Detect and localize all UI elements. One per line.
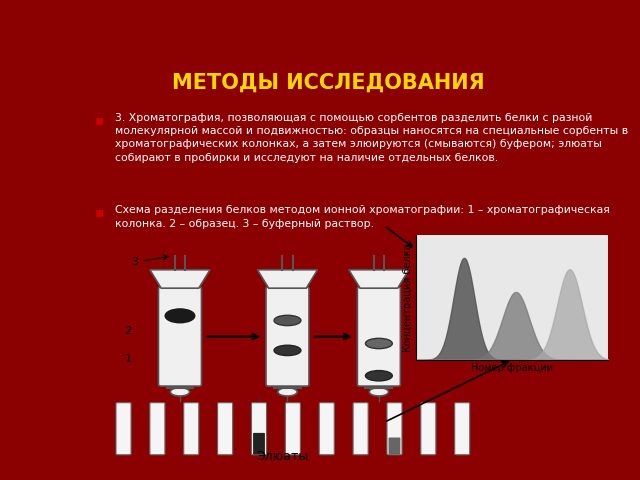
Ellipse shape [365, 371, 392, 381]
Text: 3: 3 [132, 255, 168, 267]
FancyBboxPatch shape [218, 403, 233, 455]
FancyBboxPatch shape [388, 437, 401, 455]
Polygon shape [349, 270, 409, 288]
Polygon shape [150, 270, 210, 288]
FancyBboxPatch shape [353, 403, 368, 455]
Ellipse shape [165, 309, 195, 323]
FancyBboxPatch shape [150, 403, 165, 455]
Ellipse shape [365, 338, 392, 348]
Text: ▪: ▪ [95, 205, 104, 219]
Ellipse shape [274, 315, 301, 325]
FancyBboxPatch shape [387, 403, 402, 455]
Polygon shape [257, 270, 317, 288]
FancyBboxPatch shape [252, 403, 266, 455]
Text: 1: 1 [125, 354, 132, 364]
Circle shape [278, 388, 297, 396]
Text: МЕТОДЫ ИССЛЕДОВАНИЯ: МЕТОДЫ ИССЛЕДОВАНИЯ [172, 72, 484, 92]
FancyBboxPatch shape [266, 287, 309, 386]
FancyBboxPatch shape [159, 287, 202, 386]
Circle shape [369, 388, 388, 396]
Text: ▪: ▪ [95, 113, 104, 127]
FancyBboxPatch shape [116, 403, 131, 455]
Text: Схема разделения белков методом ионной хроматографии: 1 – хроматографическая
кол: Схема разделения белков методом ионной х… [115, 205, 609, 228]
Circle shape [170, 388, 189, 396]
X-axis label: Номер фракции: Номер фракции [471, 363, 553, 373]
Text: 3. Хроматография, позволяющая с помощью сорбентов разделить белки с разной
молек: 3. Хроматография, позволяющая с помощью … [115, 113, 628, 163]
FancyBboxPatch shape [357, 287, 401, 386]
FancyBboxPatch shape [253, 433, 265, 455]
FancyBboxPatch shape [454, 403, 470, 455]
FancyBboxPatch shape [285, 403, 300, 455]
Ellipse shape [274, 345, 301, 356]
Text: Элюаты: Элюаты [256, 450, 308, 463]
Y-axis label: Концентрация белка: Концентрация белка [403, 243, 413, 352]
FancyBboxPatch shape [184, 403, 199, 455]
FancyBboxPatch shape [421, 403, 436, 455]
FancyBboxPatch shape [319, 403, 334, 455]
Text: 2: 2 [124, 326, 132, 336]
